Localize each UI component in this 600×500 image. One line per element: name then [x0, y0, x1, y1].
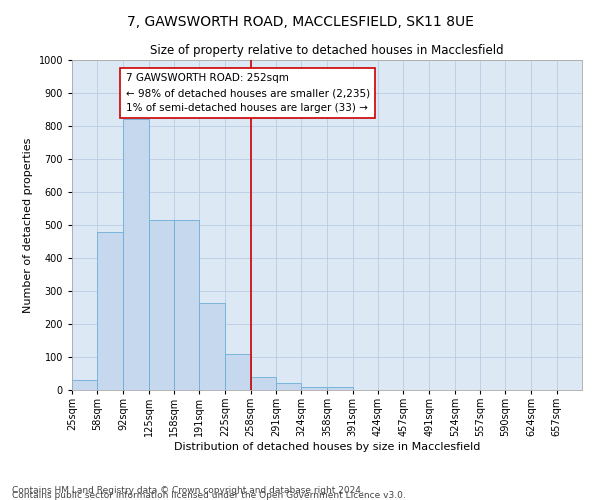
- Bar: [328, 386, 353, 390]
- Text: 7, GAWSWORTH ROAD, MACCLESFIELD, SK11 8UE: 7, GAWSWORTH ROAD, MACCLESFIELD, SK11 8U…: [127, 15, 473, 29]
- Bar: [226, 354, 251, 390]
- Bar: [124, 120, 149, 390]
- Bar: [174, 220, 199, 390]
- X-axis label: Distribution of detached houses by size in Macclesfield: Distribution of detached houses by size …: [174, 442, 480, 452]
- Title: Size of property relative to detached houses in Macclesfield: Size of property relative to detached ho…: [150, 44, 504, 58]
- Bar: [97, 232, 122, 390]
- Bar: [149, 220, 174, 390]
- Bar: [199, 302, 224, 390]
- Bar: [251, 377, 276, 390]
- Y-axis label: Number of detached properties: Number of detached properties: [23, 138, 33, 312]
- Text: 7 GAWSWORTH ROAD: 252sqm
← 98% of detached houses are smaller (2,235)
1% of semi: 7 GAWSWORTH ROAD: 252sqm ← 98% of detach…: [125, 73, 370, 113]
- Bar: [276, 384, 301, 390]
- Text: Contains HM Land Registry data © Crown copyright and database right 2024.: Contains HM Land Registry data © Crown c…: [12, 486, 364, 495]
- Bar: [72, 380, 97, 390]
- Text: Contains public sector information licensed under the Open Government Licence v3: Contains public sector information licen…: [12, 491, 406, 500]
- Bar: [301, 386, 326, 390]
